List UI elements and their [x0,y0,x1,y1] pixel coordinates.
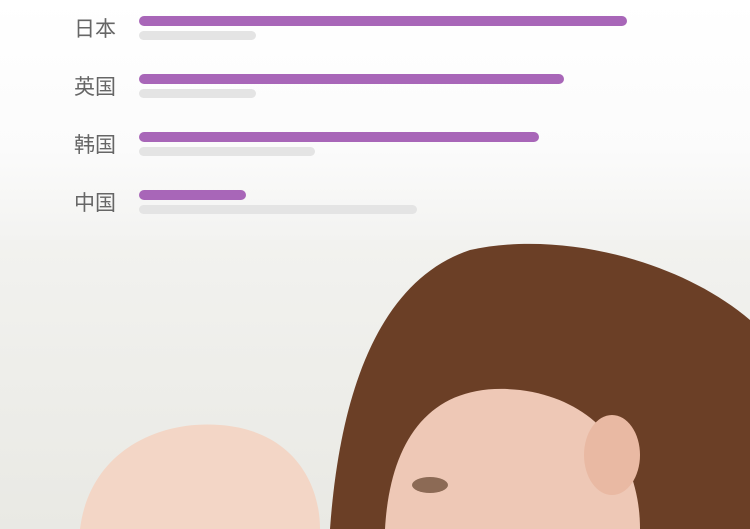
primary-bar [139,132,540,142]
secondary-bar [139,205,418,214]
category-label: 日本 [74,17,116,41]
secondary-bar [139,147,315,156]
category-label: 英国 [74,75,116,99]
secondary-bar [139,31,257,40]
primary-bar [139,16,627,26]
primary-bar [139,190,247,200]
mother-and-baby-photo [0,240,750,529]
secondary-bar [139,89,257,98]
category-label: 中国 [74,191,116,215]
category-label: 韩国 [74,133,116,157]
country-bar-chart: 日本 英国 韩国 中国 [0,0,750,240]
primary-bar [139,74,564,84]
